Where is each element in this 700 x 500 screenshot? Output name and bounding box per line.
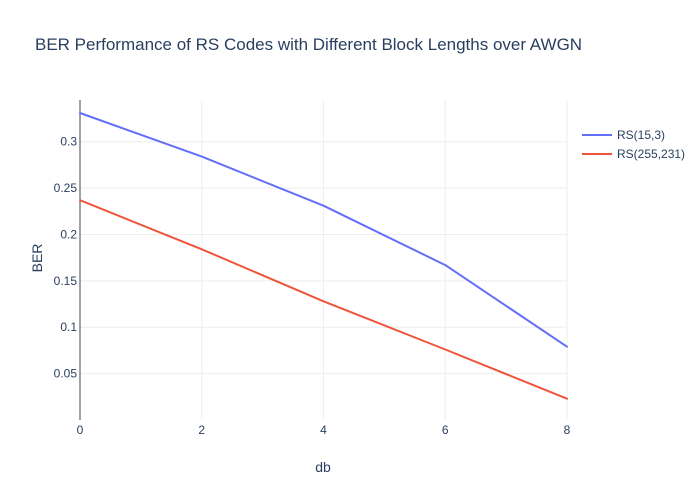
y-axis-title: BER [29, 244, 45, 273]
data-series [79, 112, 568, 400]
legend[interactable]: RS(15,3) RS(255,231) [582, 128, 685, 161]
grid-lines [80, 100, 568, 420]
y-tick-label: 0.1 [60, 320, 77, 334]
x-tick-label: 6 [442, 423, 449, 437]
legend-label: RS(15,3) [617, 128, 665, 142]
y-tick-label: 0.2 [60, 227, 77, 241]
x-tick-label: 4 [320, 423, 327, 437]
y-tick-label: 0.3 [60, 135, 77, 149]
x-tick-label: 0 [77, 423, 84, 437]
x-tick-label: 8 [564, 423, 571, 437]
x-tick-label: 2 [198, 423, 205, 437]
x-axis-title: db [315, 459, 331, 475]
series-line-rs-255-231 [79, 199, 568, 400]
legend-item[interactable]: RS(15,3) [582, 128, 665, 142]
legend-label: RS(255,231) [617, 147, 685, 161]
series-line-rs-15-3 [79, 112, 568, 348]
y-tick-label: 0.15 [54, 274, 78, 288]
y-tick-label: 0.25 [54, 181, 78, 195]
y-tick-label: 0.05 [54, 367, 78, 381]
chart-title: BER Performance of RS Codes with Differe… [35, 35, 582, 54]
legend-item[interactable]: RS(255,231) [582, 147, 685, 161]
axes: 0 2 4 6 8 0.05 0.1 0.15 0.2 0.25 0.3 [54, 100, 571, 437]
